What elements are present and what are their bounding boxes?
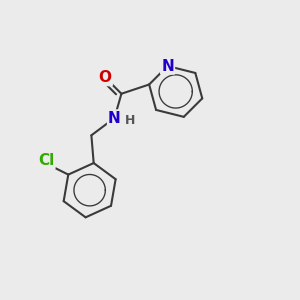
Text: N: N xyxy=(108,110,121,125)
Text: Cl: Cl xyxy=(38,153,55,168)
Text: N: N xyxy=(161,58,174,74)
Text: O: O xyxy=(99,70,112,85)
Text: H: H xyxy=(125,114,135,127)
